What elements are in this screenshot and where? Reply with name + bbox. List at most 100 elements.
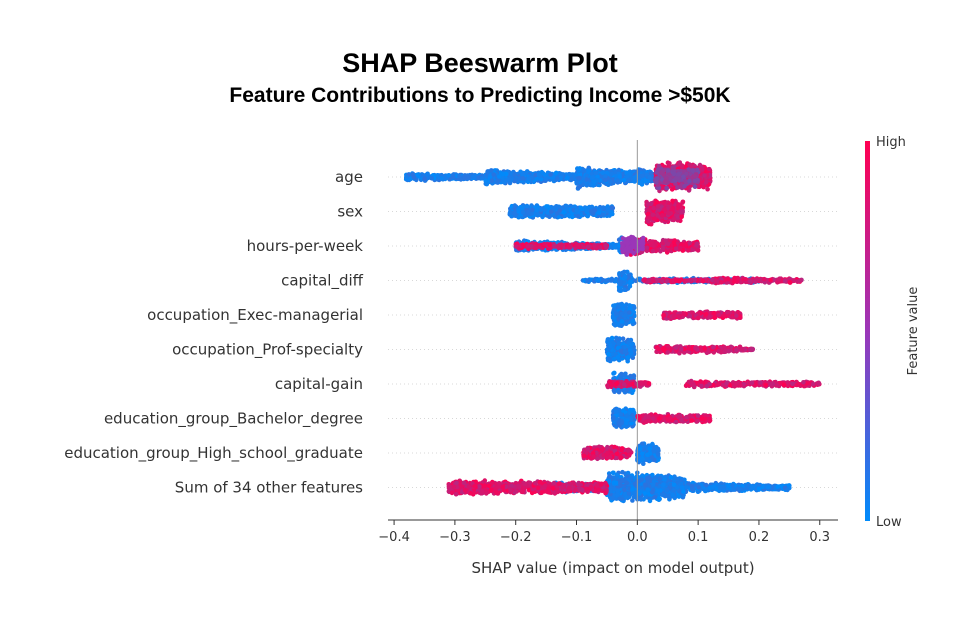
point-low: [484, 181, 490, 187]
point-low: [543, 172, 548, 178]
point-low: [593, 170, 599, 176]
point-mid: [664, 186, 670, 191]
point-mid: [686, 167, 691, 172]
point-mid: [620, 244, 625, 249]
point-mid: [692, 173, 698, 179]
point-high: [670, 198, 675, 204]
point-low: [585, 208, 590, 213]
point-high: [645, 218, 651, 224]
point-low: [485, 169, 491, 174]
point-high: [667, 161, 672, 166]
point-high: [684, 278, 690, 284]
point-low: [507, 210, 513, 216]
point-mid: [662, 179, 668, 184]
point-low: [591, 183, 596, 188]
point-low: [609, 171, 614, 177]
point-high: [585, 244, 591, 250]
point-low: [479, 176, 485, 181]
point-low: [570, 214, 575, 220]
point-low: [639, 181, 644, 186]
point-high: [679, 164, 685, 169]
point-low: [512, 172, 517, 177]
point-mid: [690, 168, 695, 174]
point-high: [692, 277, 697, 283]
point-low: [623, 275, 628, 280]
point-low: [612, 169, 618, 175]
point-high: [702, 173, 707, 178]
point-low: [504, 177, 510, 183]
point-low: [533, 172, 538, 178]
point-low: [425, 171, 430, 177]
point-high: [674, 278, 679, 284]
point-mid: [640, 238, 646, 244]
point-high: [603, 243, 608, 248]
point-low: [609, 278, 614, 283]
point-low: [582, 168, 587, 173]
point-low: [520, 171, 525, 176]
point-low: [411, 174, 417, 180]
point-mid: [671, 165, 677, 170]
point-high: [654, 200, 660, 205]
point-high: [661, 200, 666, 205]
point-mid: [659, 170, 664, 176]
point-low: [615, 178, 620, 183]
point-mid: [639, 242, 645, 247]
point-low: [429, 176, 435, 181]
point-low: [439, 176, 444, 181]
point-mid: [676, 171, 682, 177]
point-low: [628, 279, 633, 284]
point-low: [622, 269, 627, 275]
point-low: [617, 174, 622, 179]
point-low: [589, 171, 595, 177]
point-low: [561, 210, 566, 215]
point-low: [577, 175, 582, 181]
point-low: [524, 203, 530, 209]
point-low: [548, 172, 553, 177]
point-high: [651, 243, 656, 249]
point-mid: [630, 244, 635, 249]
point-low: [592, 207, 598, 213]
point-low: [605, 206, 611, 212]
point-mid: [624, 252, 630, 257]
point-high: [703, 180, 709, 185]
point-low: [574, 208, 579, 213]
point-low: [513, 177, 518, 182]
point-mid: [692, 184, 698, 189]
point-low: [616, 167, 622, 173]
point-mid: [682, 183, 687, 189]
point-mid: [630, 240, 636, 245]
chart-title: SHAP Beeswarm Plot: [342, 48, 618, 78]
point-low: [625, 174, 630, 179]
point-low: [643, 178, 648, 184]
point-low: [512, 210, 517, 215]
point-low: [604, 278, 609, 283]
point-low: [457, 173, 462, 179]
point-low: [622, 287, 627, 293]
point-mid: [671, 171, 677, 177]
point-low: [607, 179, 613, 184]
point-low: [422, 176, 427, 181]
point-low: [489, 178, 495, 183]
point-low: [500, 171, 506, 177]
point-mid: [673, 176, 679, 181]
point-high: [651, 205, 656, 211]
point-low: [553, 170, 559, 176]
point-low: [503, 171, 509, 177]
point-low: [520, 210, 526, 215]
point-high: [678, 210, 684, 215]
point-low: [640, 173, 645, 179]
point-high: [575, 244, 581, 250]
point-low: [596, 277, 602, 283]
point-mid: [692, 178, 698, 184]
point-low: [483, 178, 488, 183]
point-high: [566, 244, 571, 250]
point-high: [686, 247, 691, 253]
point-mid: [655, 176, 660, 181]
point-low: [577, 172, 583, 177]
feature-rows: [388, 160, 838, 504]
chart-subtitle: Feature Contributions to Predicting Inco…: [229, 84, 731, 107]
point-low: [603, 177, 608, 183]
point-high: [700, 278, 706, 284]
point-low: [621, 177, 627, 183]
